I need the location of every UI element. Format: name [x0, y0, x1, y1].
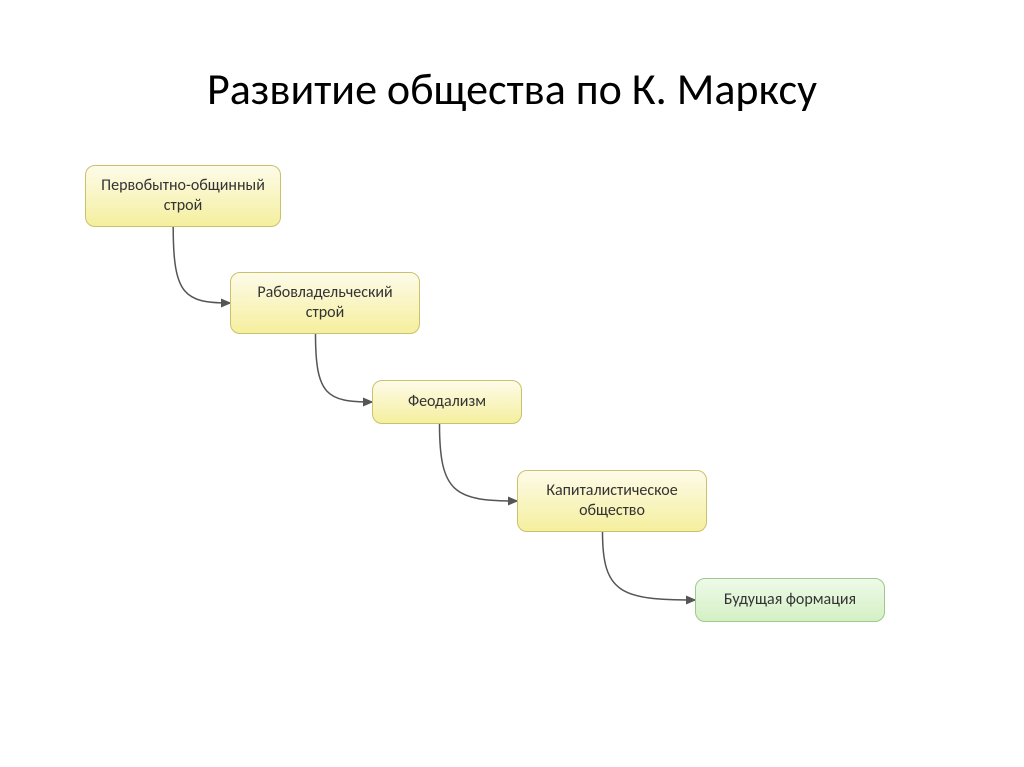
flowchart-node-n1: Первобытно-общинныйстрой	[85, 165, 281, 227]
edge-n3-n4	[440, 424, 518, 501]
flowchart-diagram: Первобытно-общинныйстрой Рабовладельчески…	[0, 0, 1024, 767]
flowchart-node-n5: Будущая формация	[695, 578, 885, 622]
edge-n2-n3	[316, 334, 373, 402]
edge-n1-n2	[173, 227, 230, 303]
edge-n4-n5	[603, 532, 696, 600]
flowchart-node-n2: Рабовладельческийстрой	[230, 272, 420, 334]
flowchart-node-n4: Капиталистическоеобщество	[517, 470, 707, 532]
flowchart-node-n3: Феодализм	[372, 380, 522, 424]
